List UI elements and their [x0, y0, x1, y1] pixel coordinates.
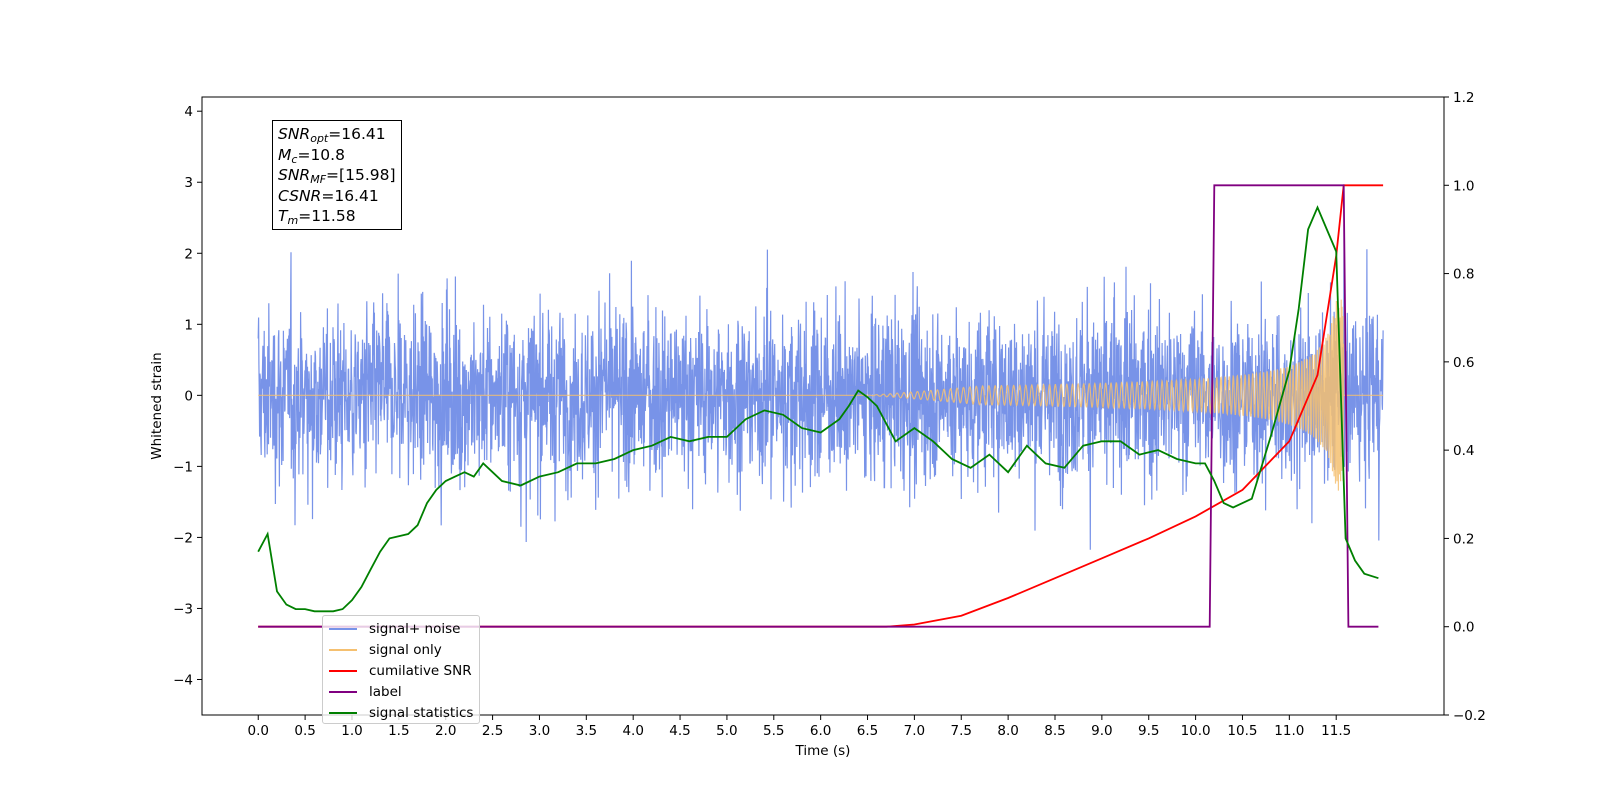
- x-tick-label: 10.5: [1227, 723, 1257, 739]
- plot-frame: [201, 96, 1445, 716]
- y-tick-label: −4: [173, 672, 193, 688]
- series-signal-only: [258, 299, 1384, 491]
- y-tick-label: −2: [173, 530, 193, 546]
- x-tick-label: 8.0: [997, 723, 1018, 739]
- series-signal-statistics: [257, 205, 1379, 613]
- x-tick-label: 8.5: [1044, 723, 1065, 739]
- legend-item-signal-noise: signal+ noise: [329, 619, 460, 639]
- x-tick-label: 5.0: [716, 723, 737, 739]
- y-axis-label: Whitened strain: [149, 352, 165, 459]
- y-tick-label: 1: [184, 317, 193, 333]
- legend-swatch-signal-only: [329, 649, 357, 651]
- y-tick-label: 2: [184, 246, 193, 262]
- y2-tick-label: 0.4: [1453, 443, 1474, 459]
- series-label: [258, 184, 1379, 628]
- mc-value: 10.8: [310, 145, 345, 164]
- x-tick-label: 0.0: [247, 723, 268, 739]
- y-tick-label: −1: [173, 459, 193, 475]
- series-signal-noise: [257, 224, 1384, 550]
- tm-value: 11.58: [311, 207, 356, 226]
- legend-swatch-signal-noise: [329, 628, 357, 630]
- snr-mf-line: SNRMF=[15.98]: [278, 166, 396, 187]
- legend-item-cumulative-snr: cumilative SNR: [329, 661, 472, 681]
- legend-label-signal-noise: signal+ noise: [369, 621, 461, 637]
- legend-swatch-signal-statistics: [329, 712, 357, 714]
- legend: signal+ noise signal only cumilative SNR…: [322, 615, 480, 724]
- csnr-value: 16.41: [334, 186, 379, 205]
- x-tick-label: 3.5: [576, 723, 597, 739]
- x-tick-label: 2.0: [435, 723, 456, 739]
- x-tick-label: 11.0: [1274, 723, 1304, 739]
- x-axis-label: Time (s): [795, 743, 851, 759]
- x-tick-label: 1.5: [388, 723, 409, 739]
- x-tick-label: 2.5: [482, 723, 503, 739]
- snr-opt-value: 16.41: [341, 125, 386, 143]
- legend-item-signal-only: signal only: [329, 640, 442, 660]
- legend-label-signal-statistics: signal statistics: [369, 705, 474, 721]
- y-tick-label: 4: [184, 104, 193, 120]
- tm-line: Tm=11.58: [278, 207, 356, 228]
- snr-info-box: SNRopt=16.41 Mc=10.8 SNRMF=[15.98] CSNR=…: [272, 120, 402, 230]
- y-tick-label: 3: [184, 175, 193, 191]
- x-tick-label: 5.5: [763, 723, 784, 739]
- x-tick-label: 7.0: [904, 723, 925, 739]
- x-tick-label: 0.5: [294, 723, 315, 739]
- x-tick-label: 9.0: [1091, 723, 1112, 739]
- legend-item-label: label: [329, 682, 402, 702]
- series-cumulative-snr: [258, 184, 1384, 628]
- mc-line: Mc=10.8: [278, 145, 345, 166]
- snr-opt-line: SNRopt=16.41: [278, 125, 386, 145]
- x-tick-label: 4.5: [669, 723, 690, 739]
- x-tick-label: 4.0: [622, 723, 643, 739]
- y2-tick-label: 0.6: [1453, 355, 1474, 371]
- x-tick-label: 11.5: [1321, 723, 1351, 739]
- x-tick-label: 3.0: [529, 723, 550, 739]
- y2-tick-label: 1.0: [1453, 178, 1474, 194]
- legend-swatch-cumulative-snr: [329, 670, 357, 672]
- legend-swatch-label: [329, 691, 357, 693]
- legend-label-cumulative-snr: cumilative SNR: [369, 663, 472, 679]
- y2-tick-label: −0.2: [1453, 708, 1486, 724]
- x-tick-label: 6.5: [857, 723, 878, 739]
- x-tick-label: 7.5: [951, 723, 972, 739]
- y2-tick-label: 0.8: [1453, 267, 1474, 283]
- y-tick-label: −3: [173, 601, 193, 617]
- y2-tick-label: 1.2: [1453, 90, 1474, 106]
- x-tick-label: 1.0: [341, 723, 362, 739]
- x-tick-label: 6.0: [810, 723, 831, 739]
- y-tick-label: 0: [184, 388, 193, 404]
- legend-label-label: label: [369, 684, 402, 700]
- x-tick-label: 9.5: [1138, 723, 1159, 739]
- legend-item-signal-statistics: signal statistics: [329, 703, 473, 723]
- y2-tick-label: 0.0: [1453, 620, 1474, 636]
- snr-mf-value: [15.98]: [339, 166, 396, 185]
- y2-tick-label: 0.2: [1453, 531, 1474, 547]
- csnr-line: CSNR=16.41: [278, 186, 379, 205]
- legend-label-signal-only: signal only: [369, 642, 442, 658]
- x-tick-label: 10.0: [1181, 723, 1211, 739]
